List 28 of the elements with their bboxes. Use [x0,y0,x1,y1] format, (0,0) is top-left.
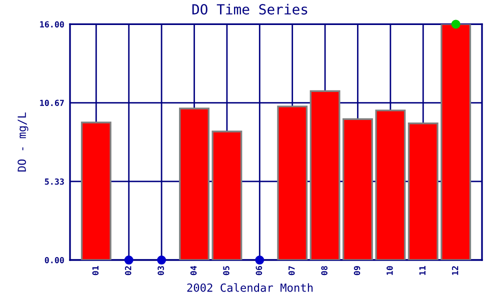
x-tick-label: 11 [419,266,426,275]
x-tick-label: 05 [223,266,230,276]
x-tick-label: 12 [452,266,458,275]
x-axis-title: 2002 Calendar Month [187,283,313,292]
bar [440,24,472,260]
y-axis-title: DO - mg/L [18,112,28,172]
x-tick-label: 03 [158,266,164,276]
y-tick-label: 5.33 [44,178,64,185]
bar [375,110,406,260]
x-tick-label: 08 [321,266,328,276]
x-tick-label: 04 [190,266,197,276]
bar [310,90,340,260]
y-tick-label: 16.00 [40,21,64,28]
x-tick-label: 07 [288,266,295,276]
bar [408,122,438,260]
bar [212,130,242,260]
x-tick-label: 09 [354,266,360,276]
x-tick-label: 02 [124,266,132,276]
y-tick-label: 0.00 [44,256,64,264]
bar [179,108,210,260]
x-tick-label: 06 [256,266,262,276]
x-tick-label: 10 [386,266,393,275]
bar [277,106,308,260]
x-tick-label: 01 [92,266,99,276]
chart-title: DO Time Series [192,4,308,15]
bar [80,122,112,260]
y-tick-label: 10.67 [40,100,64,106]
bar [342,118,373,260]
